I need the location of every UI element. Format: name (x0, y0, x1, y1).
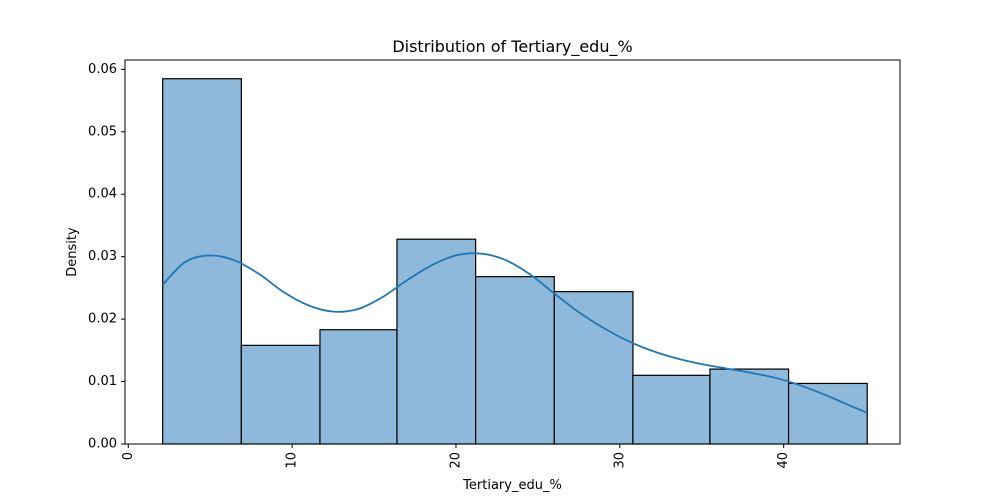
histogram-bar (787, 382, 868, 445)
x-tick-label: 40 (776, 452, 791, 469)
histogram-bar (632, 374, 711, 445)
plot-frame (124, 59, 901, 445)
x-axis-label: Tertiary_edu_% (462, 478, 562, 493)
chart-title: Distribution of Tertiary_edu_% (392, 37, 632, 57)
y-tick-label: 0.06 (88, 62, 117, 77)
histogram-bar (162, 78, 242, 445)
y-axis-label: Density (65, 227, 80, 277)
y-tick-label: 0.00 (88, 437, 117, 452)
y-tick-label: 0.02 (88, 312, 117, 327)
y-tick-label: 0.01 (88, 374, 117, 389)
histogram-bar (319, 329, 398, 445)
bars-layer (162, 78, 868, 445)
histogram-bar (553, 291, 634, 445)
histogram-bar (396, 238, 477, 445)
histogram-bar (475, 276, 555, 445)
y-tick-label: 0.05 (88, 124, 117, 139)
x-axis: 0 10 20 30 40 (121, 444, 791, 469)
histogram-bar (240, 344, 321, 445)
kde-line (162, 252, 868, 414)
y-axis: 0.00 0.01 0.02 0.03 0.04 0.05 0.06 (88, 62, 125, 452)
x-tick-label: 30 (612, 452, 627, 469)
x-tick-label: 20 (448, 452, 463, 469)
x-tick-label: 0 (121, 452, 136, 460)
kde-layer (162, 252, 868, 414)
histogram-bar (709, 368, 790, 445)
y-tick-label: 0.04 (88, 187, 117, 202)
x-tick-label: 10 (285, 452, 300, 469)
y-tick-label: 0.03 (88, 249, 117, 264)
